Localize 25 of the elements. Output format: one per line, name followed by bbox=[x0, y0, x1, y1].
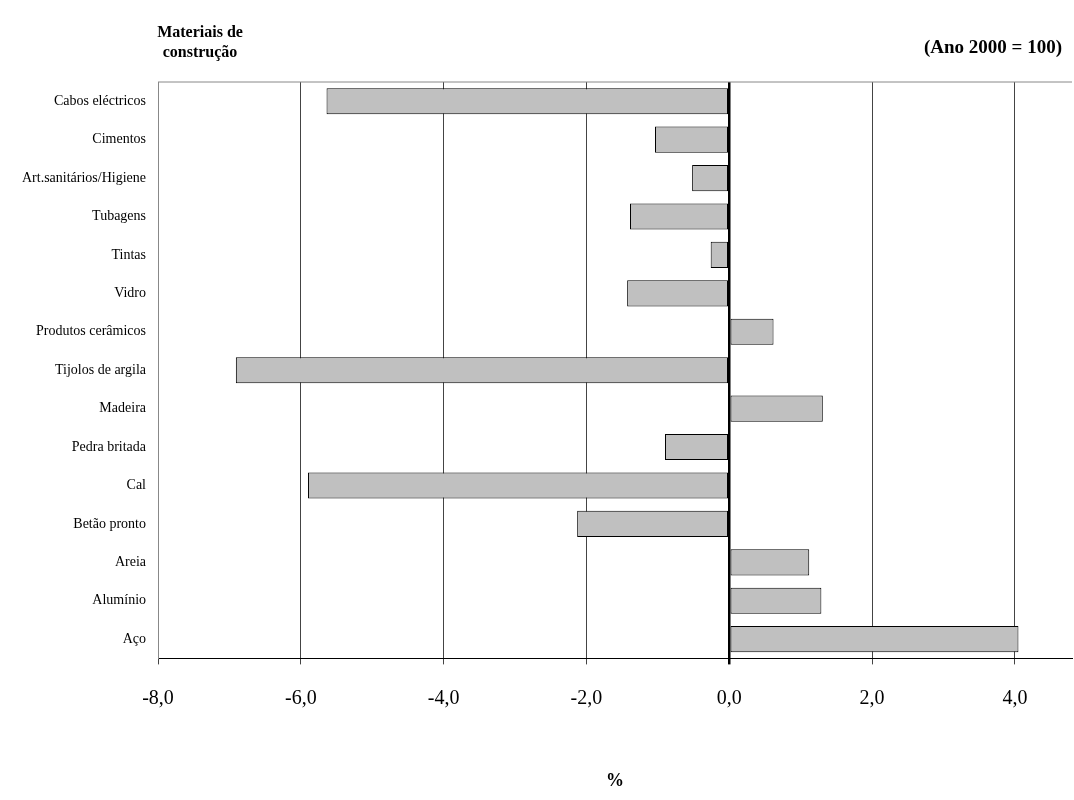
y-tick-label: Aço bbox=[122, 630, 147, 646]
x-tick-label: 2,0 bbox=[859, 685, 885, 708]
y-tick-label: Alumínio bbox=[92, 592, 147, 608]
y-tick-label: Cimentos bbox=[92, 131, 147, 147]
x-tick-label: 4,0 bbox=[1002, 685, 1028, 708]
y-tick-label: Madeira bbox=[99, 400, 147, 416]
y-tick-label: Pedra britada bbox=[71, 438, 147, 454]
y-tick-label: Produtos cerâmicos bbox=[35, 323, 147, 339]
chart-subtitle: (Ano 2000 = 100) bbox=[923, 36, 1062, 58]
x-tick-label: -2,0 bbox=[570, 685, 603, 708]
x-tick-label: 0,0 bbox=[716, 685, 742, 708]
y-tick-label: Art.sanitários/Higiene bbox=[21, 169, 147, 185]
y-tick-label: Tijolos de argila bbox=[55, 361, 147, 377]
x-tick-label: -8,0 bbox=[142, 685, 174, 708]
y-axis-title: Materiais de construção bbox=[156, 22, 244, 62]
y-tick-label: Vidro bbox=[114, 285, 147, 301]
y-tick-label: Tubagens bbox=[92, 208, 147, 224]
y-tick-label: Cal bbox=[126, 477, 147, 493]
y-tick-label: Cabos eléctricos bbox=[53, 92, 147, 108]
y-tick-label: Betão pronto bbox=[73, 515, 147, 531]
y-tick-label: Tintas bbox=[111, 246, 147, 262]
x-tick-label: -6,0 bbox=[285, 685, 317, 708]
x-tick-label: -4,0 bbox=[427, 685, 460, 708]
x-axis-title: % bbox=[606, 769, 625, 790]
y-tick-label: Areia bbox=[114, 554, 147, 570]
